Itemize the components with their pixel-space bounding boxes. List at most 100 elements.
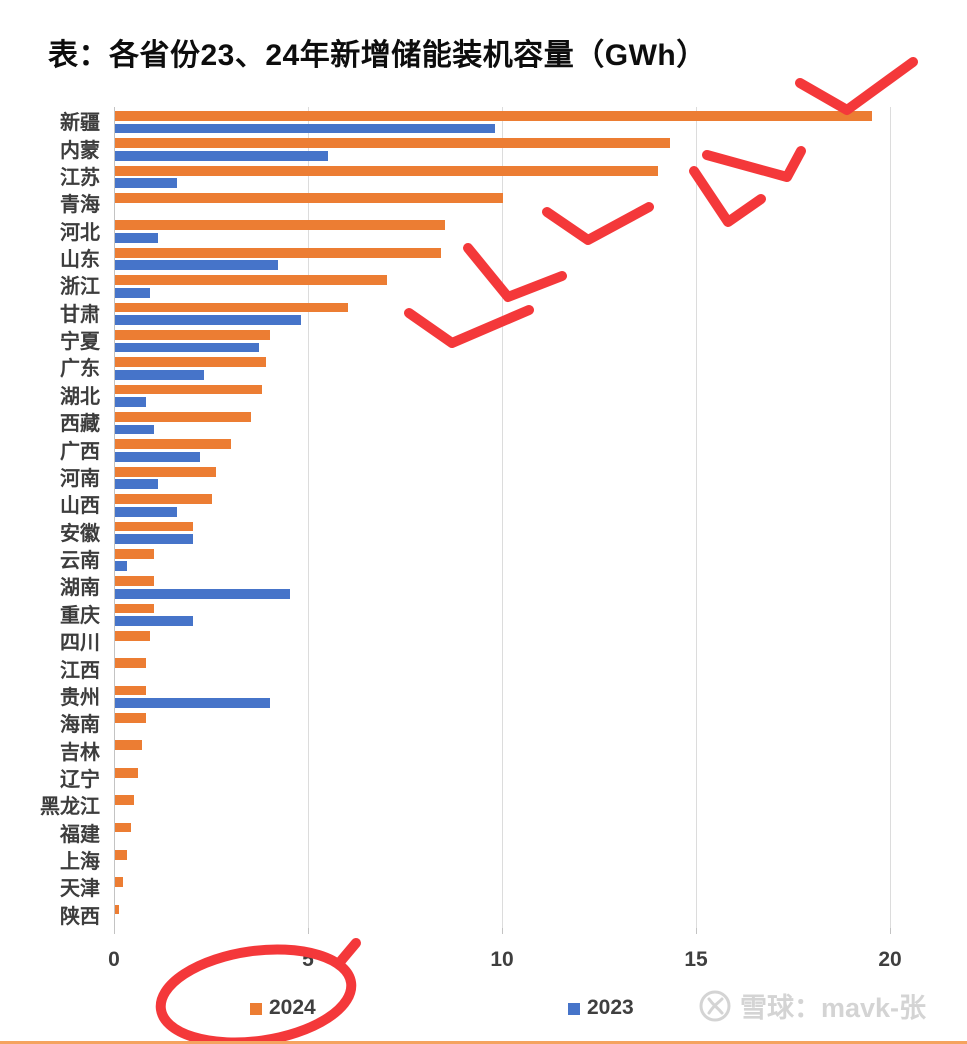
bar-2024 — [115, 904, 119, 915]
red-checkmark-annotation — [795, 57, 918, 115]
category-label: 西藏 — [60, 413, 100, 436]
category-label: 天津 — [60, 878, 100, 901]
red-checkmark-annotation — [702, 146, 806, 182]
category-label: 浙江 — [60, 276, 100, 299]
bar-2024 — [115, 466, 216, 477]
legend-label-2024: 2024 — [269, 996, 316, 1019]
category-label: 重庆 — [60, 604, 100, 627]
axis-tick — [502, 928, 503, 934]
category-label: 湖南 — [60, 577, 100, 600]
bar-2024 — [115, 795, 135, 805]
category-label: 青海 — [60, 194, 100, 217]
category-label: 山东 — [60, 249, 100, 272]
bar-2024 — [115, 521, 193, 532]
bar-2024 — [115, 548, 154, 559]
bar-2024 — [115, 439, 232, 450]
bar-2023 — [115, 397, 147, 408]
category-label: 海南 — [60, 714, 100, 737]
red-checkmark-annotation — [463, 243, 567, 302]
legend-label-2023: 2023 — [587, 996, 634, 1019]
bar-2024 — [115, 576, 154, 587]
axis-tick — [308, 928, 309, 934]
bar-2024 — [115, 849, 127, 860]
x-tick-label: 10 — [490, 948, 514, 971]
bar-2023 — [115, 287, 150, 298]
category-label: 河北 — [60, 221, 100, 244]
bar-2024 — [115, 138, 670, 149]
x-tick-label: 20 — [878, 948, 902, 971]
category-label: 内蒙 — [60, 139, 100, 162]
bar-2024 — [115, 165, 659, 176]
gridline — [308, 107, 309, 928]
category-label: 黑龙江 — [40, 796, 100, 819]
category-label: 江西 — [60, 659, 100, 682]
watermark: 雪球：mavk-张 — [698, 986, 926, 1025]
bar-2024 — [115, 193, 503, 203]
bar-2023 — [115, 178, 178, 189]
bar-2024 — [115, 111, 872, 121]
bar-2023 — [115, 588, 290, 599]
category-label: 湖北 — [60, 385, 100, 408]
bar-2023 — [115, 561, 127, 572]
axis-tick — [696, 928, 697, 934]
bar-2024 — [115, 685, 147, 696]
gridline — [890, 107, 891, 928]
category-label: 宁夏 — [60, 331, 100, 354]
legend-item-2024: 2024 — [250, 996, 316, 1020]
category-label: 河南 — [60, 467, 100, 490]
gridline — [502, 107, 503, 928]
category-label: 福建 — [60, 823, 100, 846]
bar-2024 — [115, 713, 147, 723]
legend-item-2023: 2023 — [568, 996, 634, 1020]
bar-2023 — [115, 452, 201, 462]
chart-title: 表：各省份23、24年新增储能装机容量（GWh） — [48, 39, 707, 72]
category-label: 新疆 — [60, 112, 100, 135]
watermark-text: 雪球：mavk-张 — [740, 993, 927, 1023]
category-label: 四川 — [60, 632, 100, 655]
bar-2024 — [115, 220, 445, 231]
x-tick-label: 5 — [302, 948, 314, 971]
gridline — [696, 107, 697, 928]
category-label: 吉林 — [60, 741, 100, 764]
bar-2024 — [115, 412, 251, 422]
bar-2024 — [115, 658, 147, 669]
bar-2023 — [115, 260, 278, 271]
bar-2024 — [115, 603, 154, 614]
bar-2023 — [115, 424, 154, 435]
bar-2024 — [115, 767, 139, 778]
category-label: 陕西 — [60, 905, 100, 928]
category-label: 贵州 — [60, 686, 100, 709]
bar-2024 — [115, 302, 348, 313]
category-label: 辽宁 — [60, 768, 100, 791]
category-label: 江苏 — [60, 166, 100, 189]
axis-tick — [114, 928, 115, 934]
category-label: 云南 — [60, 550, 100, 573]
category-label: 广西 — [60, 440, 100, 463]
bottom-divider — [0, 1041, 967, 1044]
x-tick-label: 0 — [108, 948, 120, 971]
bar-2023 — [115, 315, 302, 325]
red-checkmark-annotation — [542, 202, 654, 245]
bar-2024 — [115, 329, 271, 340]
bar-2024 — [115, 494, 212, 504]
bar-2023 — [115, 534, 193, 544]
xueqiu-logo-icon — [699, 990, 731, 1021]
bar-2023 — [115, 698, 271, 709]
bar-2024 — [115, 630, 150, 641]
red-checkmark-annotation — [404, 305, 534, 348]
axis-tick — [890, 928, 891, 934]
bar-2023 — [115, 616, 193, 626]
bar-2024 — [115, 275, 387, 285]
bar-2023 — [115, 150, 329, 161]
bar-2024 — [115, 247, 441, 258]
bar-2024 — [115, 822, 131, 833]
category-label: 安徽 — [60, 522, 100, 545]
category-label: 甘肃 — [60, 303, 100, 326]
bar-2024 — [115, 384, 263, 395]
category-label: 山西 — [60, 495, 100, 518]
red-circle-annotation-tail — [335, 938, 361, 967]
category-label: 上海 — [60, 851, 100, 874]
bar-2023 — [115, 233, 158, 243]
red-checkmark-annotation — [689, 166, 766, 227]
